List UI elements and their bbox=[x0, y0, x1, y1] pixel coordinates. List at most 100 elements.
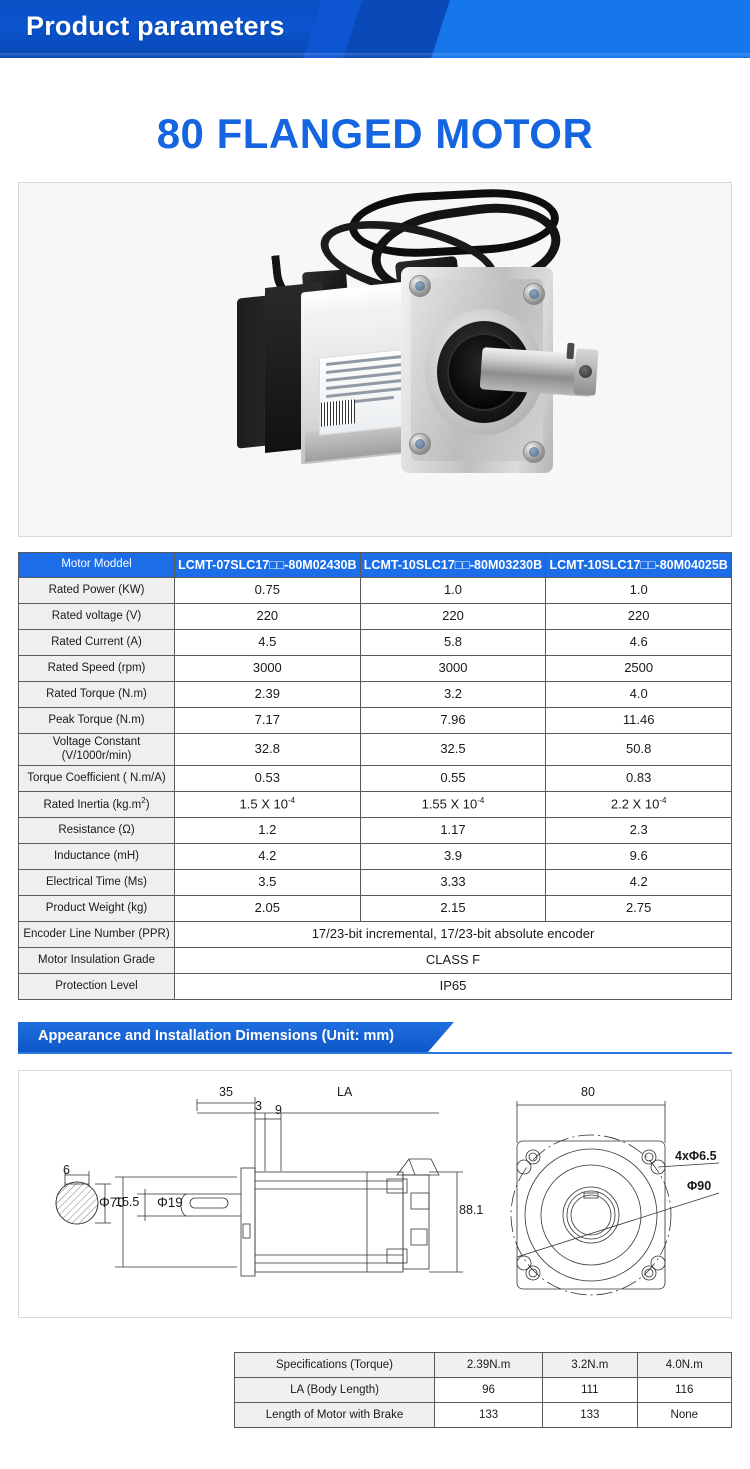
table-row: LA (Body Length) 96 111 116 bbox=[234, 1377, 733, 1403]
param-value: 1.55 X 10-4 bbox=[359, 791, 547, 818]
param-value: 1.0 bbox=[359, 577, 547, 604]
table-row: Electrical Time (Ms) 3.5 3.33 4.2 bbox=[18, 869, 732, 896]
table-row: Rated Torque (N.m) 2.39 3.2 4.0 bbox=[18, 681, 732, 708]
param-value: 0.83 bbox=[545, 765, 732, 792]
table-row: Rated Speed (rpm) 3000 3000 2500 bbox=[18, 655, 732, 682]
dim-step-b: 9 bbox=[275, 1103, 282, 1117]
table-row: Motor Insulation Grade CLASS F bbox=[18, 947, 732, 974]
param-value-merged: IP65 bbox=[174, 973, 732, 1000]
spec-table-body: Rated Power (KW) 0.75 1.0 1.0 Rated volt… bbox=[18, 577, 732, 1000]
param-value: 7.96 bbox=[359, 707, 547, 734]
header-model-2: LCMT-10SLC17□□-80M03230B bbox=[359, 552, 547, 578]
param-value: 4.5 bbox=[174, 629, 361, 656]
param-label: Peak Torque (N.m) bbox=[18, 707, 175, 734]
page-title: 80 FLANGED MOTOR bbox=[156, 110, 594, 157]
header-torque-1: 2.39N.m bbox=[433, 1352, 544, 1378]
param-label: Product Weight (kg) bbox=[18, 895, 175, 922]
motor-specification-table: Motor Moddel LCMT-07SLC17□□-80M02430B LC… bbox=[18, 552, 732, 1000]
table-row: Encoder Line Number (PPR) 17/23-bit incr… bbox=[18, 921, 732, 948]
param-value: 9.6 bbox=[545, 843, 732, 870]
param-value: 3.33 bbox=[359, 869, 547, 896]
param-label: Protection Level bbox=[18, 973, 175, 1000]
param-label: Encoder Line Number (PPR) bbox=[18, 921, 175, 948]
dim-key-width: 6 bbox=[63, 1163, 70, 1177]
row-label: Length of Motor with Brake bbox=[234, 1402, 435, 1428]
param-label: Resistance (Ω) bbox=[18, 817, 175, 844]
param-value: 0.55 bbox=[359, 765, 547, 792]
dimension-drawing-panel: 6 15.5 Φ70 Φ19 35 3 9 LA 88.1 80 4xΦ6.5 … bbox=[18, 1070, 732, 1318]
banner-bottom-shade bbox=[0, 53, 750, 58]
section-banner-title: Appearance and Installation Dimensions (… bbox=[38, 1028, 395, 1044]
param-value: 0.53 bbox=[174, 765, 361, 792]
param-label: Rated Power (KW) bbox=[18, 577, 175, 604]
section-banner-rule bbox=[18, 1052, 732, 1054]
param-value: 4.0 bbox=[545, 681, 732, 708]
table-row: Rated Inertia (kg.m2) 1.5 X 10-4 1.55 X … bbox=[18, 791, 732, 818]
param-value: 2.75 bbox=[545, 895, 732, 922]
dim-step-a: 3 bbox=[255, 1099, 262, 1113]
dim-shaft-length: 35 bbox=[219, 1085, 233, 1099]
param-value: 11.46 bbox=[545, 707, 732, 734]
param-label: Electrical Time (Ms) bbox=[18, 869, 175, 896]
row-value: None bbox=[636, 1402, 733, 1428]
param-label-line1: Voltage Constant bbox=[52, 736, 141, 749]
flange-bolt bbox=[409, 275, 431, 297]
dim-body-length-label: LA bbox=[337, 1085, 353, 1099]
table-row: Product Weight (kg) 2.05 2.15 2.75 bbox=[18, 895, 732, 922]
row-value: 96 bbox=[433, 1377, 544, 1403]
param-label: Rated Inertia (kg.m2) bbox=[18, 791, 175, 818]
param-value: 32.5 bbox=[359, 733, 547, 766]
table-header-row: Specifications (Torque) 2.39N.m 3.2N.m 4… bbox=[234, 1352, 733, 1378]
param-label-line2: (V/1000r/min) bbox=[61, 749, 132, 762]
param-value: 1.17 bbox=[359, 817, 547, 844]
param-value: 2.05 bbox=[174, 895, 361, 922]
param-value: 2.39 bbox=[174, 681, 361, 708]
dim-front-width: 80 bbox=[581, 1085, 595, 1099]
param-label: Inductance (mH) bbox=[18, 843, 175, 870]
param-value: 220 bbox=[545, 603, 732, 630]
banner-title: Product parameters bbox=[26, 11, 285, 41]
param-value: 0.75 bbox=[174, 577, 361, 604]
param-value: 32.8 bbox=[174, 733, 361, 766]
param-label: Rated voltage (V) bbox=[18, 603, 175, 630]
table-row: Peak Torque (N.m) 7.17 7.96 11.46 bbox=[18, 707, 732, 734]
motor-photo bbox=[19, 183, 731, 536]
header-motor-model: Motor Moddel bbox=[18, 552, 175, 578]
superscript-2: 2 bbox=[141, 796, 146, 806]
header-torque-3: 4.0N.m bbox=[636, 1352, 733, 1378]
param-value: 1.0 bbox=[545, 577, 732, 604]
table-header-row: Motor Moddel LCMT-07SLC17□□-80M02430B LC… bbox=[18, 552, 732, 578]
dimensions-section-banner: Appearance and Installation Dimensions (… bbox=[18, 1022, 732, 1054]
table-row: Protection Level IP65 bbox=[18, 973, 732, 1000]
section-banner-arrow bbox=[428, 1022, 454, 1052]
param-value: 3.2 bbox=[359, 681, 547, 708]
param-value: 220 bbox=[359, 603, 547, 630]
param-label: Rated Current (A) bbox=[18, 629, 175, 656]
table-row: Inductance (mH) 4.2 3.9 9.6 bbox=[18, 843, 732, 870]
param-value: 3000 bbox=[174, 655, 361, 682]
param-value: 2.15 bbox=[359, 895, 547, 922]
section-banner-bar bbox=[18, 1022, 428, 1052]
param-value: 50.8 bbox=[545, 733, 732, 766]
table-row: Resistance (Ω) 1.2 1.17 2.3 bbox=[18, 817, 732, 844]
table-row: Rated voltage (V) 220 220 220 bbox=[18, 603, 732, 630]
param-value: 1.2 bbox=[174, 817, 361, 844]
param-label: Motor Insulation Grade bbox=[18, 947, 175, 974]
flange-bolt bbox=[523, 441, 545, 463]
param-value: 4.6 bbox=[545, 629, 732, 656]
superscript-exp: -4 bbox=[287, 796, 296, 806]
header-model-3: LCMT-10SLC17□□-80M04025B bbox=[545, 552, 732, 578]
header-model-1: LCMT-07SLC17□□-80M02430B bbox=[174, 552, 361, 578]
table-row: Rated Power (KW) 0.75 1.0 1.0 bbox=[18, 577, 732, 604]
row-value: 116 bbox=[636, 1377, 733, 1403]
param-value-merged: CLASS F bbox=[174, 947, 732, 974]
param-value: 3000 bbox=[359, 655, 547, 682]
param-label: Voltage Constant (V/1000r/min) bbox=[18, 733, 175, 766]
row-value: 111 bbox=[542, 1377, 638, 1403]
dim-motor-height: 88.1 bbox=[459, 1203, 484, 1217]
nameplate-barcode bbox=[321, 399, 355, 427]
param-value: 2.3 bbox=[545, 817, 732, 844]
table-row: Torque Coefficient ( N.m/A) 0.53 0.55 0.… bbox=[18, 765, 732, 792]
param-value: 3.9 bbox=[359, 843, 547, 870]
param-value-merged: 17/23-bit incremental, 17/23-bit absolut… bbox=[174, 921, 732, 948]
